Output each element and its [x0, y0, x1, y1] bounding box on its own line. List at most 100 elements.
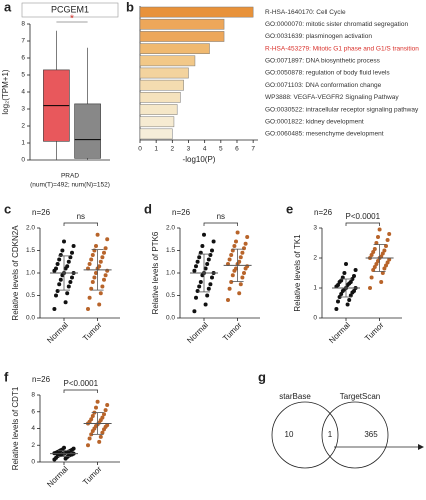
y-tick-label: 6: [21, 55, 25, 62]
dot: [347, 298, 352, 302]
dot: [62, 445, 66, 450]
x-tick-label: 7: [251, 146, 255, 153]
y-tick-label: 0.0: [166, 315, 175, 322]
dot: [57, 282, 62, 287]
bar: [139, 79, 184, 91]
n-label: n=26: [172, 208, 191, 217]
dot: [229, 253, 234, 257]
dot: [344, 262, 348, 266]
x-tick-label: Normal: [45, 464, 70, 489]
set-circle: [321, 401, 389, 469]
dot: [95, 399, 100, 404]
dot: [97, 264, 102, 269]
dot: [387, 232, 392, 236]
category-label: GO:0071897: DNA biosynthetic process: [265, 58, 381, 65]
dot: [65, 291, 70, 296]
dot: [353, 268, 358, 272]
dot: [60, 248, 65, 253]
dot: [336, 299, 340, 304]
dot: [350, 277, 355, 281]
sig-bracket: [203, 222, 238, 226]
dot: [345, 302, 350, 307]
dot: [205, 293, 210, 298]
dot: [70, 250, 74, 255]
x-tick-label: Normal: [185, 320, 210, 345]
set-circle: [271, 401, 339, 469]
y-tick-label: 0: [31, 459, 35, 466]
x-tick-label: Tumor: [221, 320, 244, 343]
panel-label: a: [4, 0, 12, 14]
dot: [71, 244, 76, 248]
dot: [237, 291, 242, 296]
x-tick-label: Normal: [327, 320, 352, 345]
n-label: n=26: [32, 375, 51, 384]
panel-label: f: [4, 369, 9, 384]
y-tick-label: 2.0: [166, 225, 175, 232]
dot: [100, 430, 105, 435]
dot: [55, 289, 60, 293]
set-label: starBase: [279, 392, 311, 401]
dot: [334, 307, 339, 311]
arrow-head: [418, 444, 424, 450]
bar: [139, 104, 178, 115]
dot: [210, 275, 214, 280]
dot: [63, 300, 68, 305]
x-tick-label: 4: [203, 146, 207, 153]
y-tick-label: 8: [31, 392, 35, 399]
dot: [339, 292, 344, 296]
dot: [71, 446, 76, 451]
dot: [103, 246, 108, 251]
dot: [368, 286, 372, 290]
dot: [62, 239, 66, 244]
dot: [232, 244, 237, 248]
dot: [94, 244, 98, 248]
dot: [197, 255, 202, 260]
y-tick-label: 0: [21, 157, 25, 164]
dot: [240, 250, 245, 255]
dot: [95, 232, 100, 237]
category-label: GO:0060485: mesenchyme development: [265, 131, 384, 138]
dot: [92, 275, 97, 280]
dot: [234, 239, 238, 244]
dot: [242, 246, 246, 251]
dot: [374, 241, 379, 245]
dot: [87, 295, 92, 300]
dot: [245, 235, 250, 239]
dot: [376, 235, 380, 239]
dot: [98, 291, 103, 296]
dot: [234, 266, 238, 271]
dot: [58, 253, 63, 257]
x-tick-label: Tumor: [363, 320, 386, 343]
dot: [92, 248, 97, 253]
dot: [100, 284, 105, 289]
dot: [380, 251, 385, 256]
y-tick-label: 1: [313, 285, 317, 292]
x-tick-label: 2: [171, 146, 175, 153]
dot: [340, 275, 345, 280]
dot: [243, 241, 248, 246]
category-label: GO:0000070: mitotic sister chromatid seg…: [265, 21, 408, 28]
dot: [103, 273, 108, 278]
x-tick-label: Tumor: [81, 320, 104, 343]
dot: [208, 253, 213, 257]
x-tick-label: 3: [187, 146, 191, 153]
sig-label: *: [70, 14, 74, 25]
x-tick-label: Normal: [45, 320, 70, 345]
y-tick-label: 4: [21, 89, 25, 96]
category-label: GO:0001822: kidney development: [265, 118, 364, 125]
dot: [380, 271, 385, 275]
dot: [97, 302, 102, 307]
bar: [139, 67, 189, 79]
dot: [230, 273, 235, 278]
dot: [97, 439, 102, 444]
dot: [238, 282, 243, 287]
dot: [384, 244, 388, 248]
bar: [139, 18, 225, 30]
sig-label: ns: [77, 212, 85, 221]
bar: [139, 43, 210, 54]
dot: [237, 259, 242, 264]
y-tick-label: 4: [31, 425, 35, 432]
category-label: GO:0050878: regulation of body fluid lev…: [265, 70, 390, 77]
dot: [90, 413, 95, 418]
